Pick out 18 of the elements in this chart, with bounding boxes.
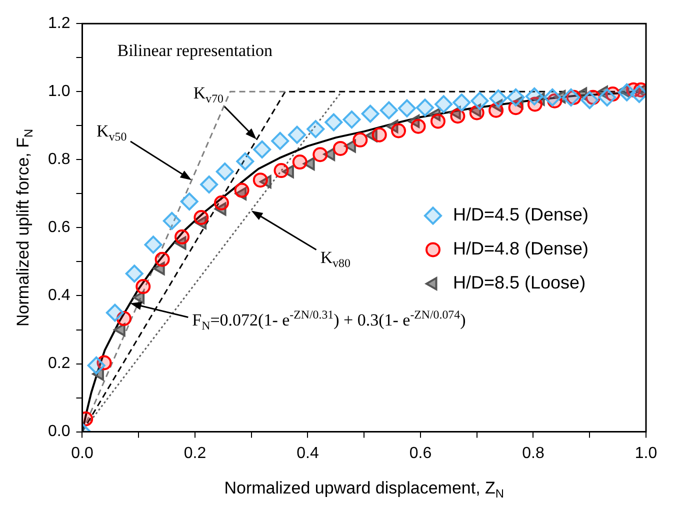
- y-tick-label: 0.8: [48, 151, 70, 168]
- y-tick-label: 1.0: [48, 83, 70, 100]
- y-axis-title: Normalized uplift force, FN: [14, 128, 36, 326]
- x-tick-label: 0.6: [409, 444, 432, 462]
- y-tick-label: 0.4: [48, 287, 70, 304]
- x-tick-label: 0.2: [184, 444, 206, 462]
- y-tick-label: 0.6: [48, 219, 70, 236]
- y-tick-label: 0.2: [48, 355, 70, 372]
- x-tick-label: 1.0: [634, 444, 658, 462]
- y-tick-label: 1.2: [48, 15, 70, 32]
- x-tick-label: 0.8: [522, 444, 544, 462]
- x-tick-label: 0.0: [71, 444, 94, 462]
- x-tick-label: 0.4: [296, 444, 319, 462]
- annotation: Bilinear representation: [117, 41, 274, 60]
- y-tick-label: 0.0: [48, 423, 70, 440]
- legend-label: H/D=8.5 (Loose): [453, 272, 586, 293]
- legend-label: H/D=4.8 (Dense): [453, 238, 589, 259]
- legend-label: H/D=4.5 (Dense): [453, 204, 589, 225]
